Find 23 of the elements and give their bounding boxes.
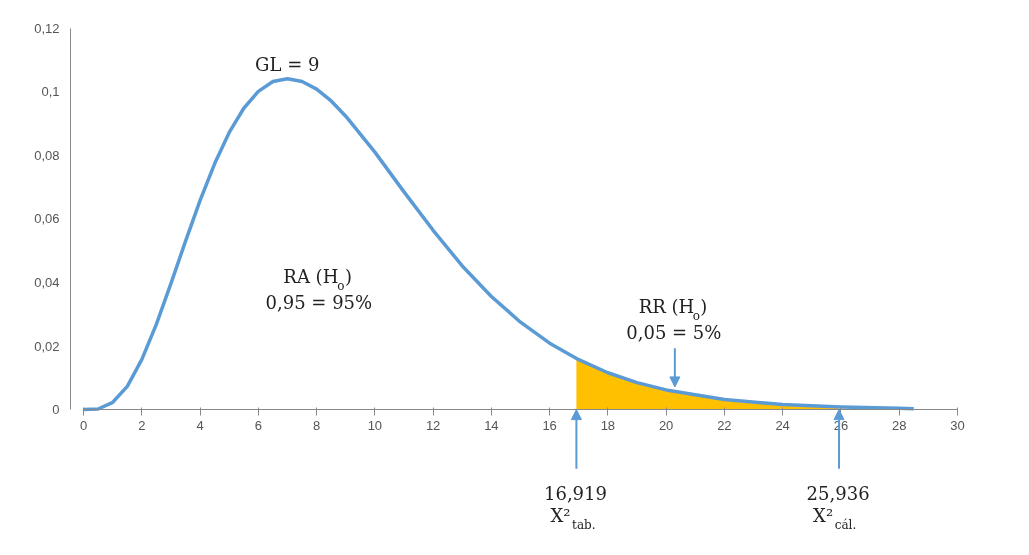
x-tick-label: 8 xyxy=(313,417,321,433)
x-tick-label: 6 xyxy=(254,417,262,433)
x-tick-label: 16 xyxy=(542,417,557,433)
x-tick-label: 30 xyxy=(950,417,965,433)
x-tick-label: 12 xyxy=(425,417,441,433)
y-tick-label: 0,1 xyxy=(41,84,60,100)
x-tick-label: 10 xyxy=(367,417,383,433)
x-tick-label: 24 xyxy=(775,417,790,433)
annotation: GL = 9 xyxy=(255,53,320,75)
y-tick-label: 0,12 xyxy=(34,20,60,36)
x-tick-label: 20 xyxy=(658,417,674,433)
x-tick-label: 0 xyxy=(79,417,88,433)
x-tick-label: 28 xyxy=(891,417,907,433)
y-tick-label: 0,04 xyxy=(34,274,60,290)
x-tick-label: 4 xyxy=(196,417,204,433)
y-tick-label: 0,02 xyxy=(34,338,60,354)
x-tick-label: 14 xyxy=(484,417,499,433)
y-tick-label: 0,08 xyxy=(34,147,60,163)
x-tick-label: 18 xyxy=(600,417,616,433)
y-tick-label: 0,06 xyxy=(34,211,60,227)
x-tick-label: 22 xyxy=(717,417,732,433)
y-tick-label: 0 xyxy=(52,402,60,418)
x-tick-label: 2 xyxy=(138,417,146,433)
